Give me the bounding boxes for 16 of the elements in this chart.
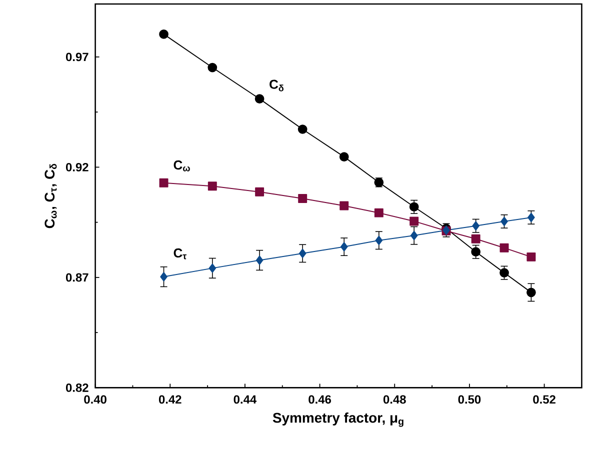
y-tick-label: 0.87	[66, 273, 88, 282]
x-tick-label: 0.46	[308, 395, 331, 404]
x-tick-label: 0.52	[533, 395, 556, 404]
x-tick-label: 0.48	[383, 395, 406, 404]
series-label: C$_{τ}$	[174, 248, 187, 260]
x-tick-label: 0.44	[234, 395, 257, 404]
x-tick-label: 0.50	[458, 395, 481, 404]
series-label: C$_{ω}$	[174, 160, 190, 172]
series-label: C$_{δ}$	[270, 80, 284, 92]
x-axis-title: Symmetry factor, μ$_{g}$	[272, 412, 404, 427]
x-tick-label: 0.42	[158, 395, 182, 404]
y-tick-label: 0.82	[66, 383, 88, 392]
y-axis-title: C$_{ω}$, C$_{τ}$, C$_{δ}$	[44, 164, 57, 228]
y-tick-label: 0.97	[66, 52, 88, 62]
x-tick-label: 0.40	[84, 395, 106, 404]
y-tick-label: 0.92	[66, 162, 88, 172]
